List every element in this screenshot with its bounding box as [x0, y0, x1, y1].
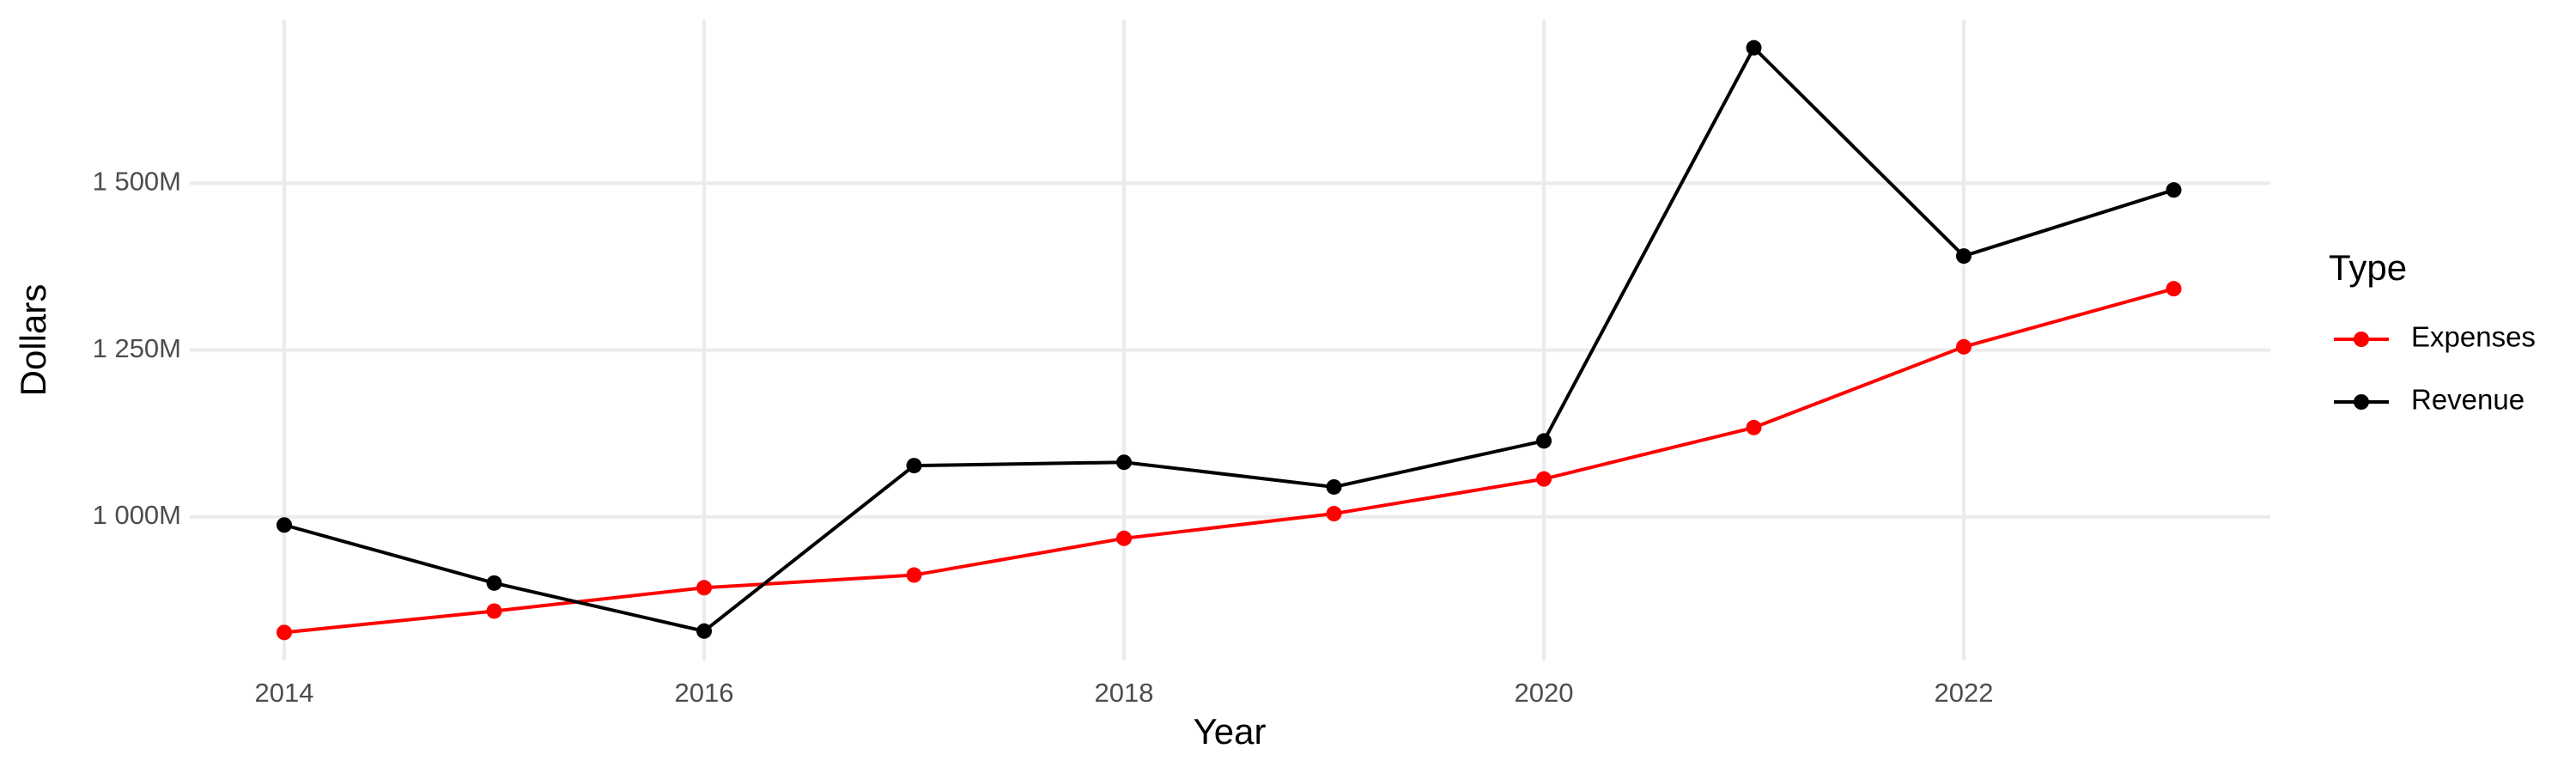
data-point — [276, 624, 293, 641]
data-point — [1746, 419, 1762, 435]
data-point — [1536, 471, 1552, 487]
x-axis-title: Year — [1194, 711, 1267, 752]
data-point — [486, 575, 502, 591]
data-point — [1536, 433, 1552, 449]
x-tick-label: 2020 — [1515, 678, 1574, 708]
legend-label: Expenses — [2411, 321, 2536, 353]
data-point — [2166, 281, 2182, 297]
data-point — [906, 458, 922, 474]
series-line — [283, 287, 2175, 635]
legend-key-point — [2354, 394, 2369, 410]
x-tick-label: 2014 — [255, 678, 314, 708]
legend-key-point — [2354, 332, 2369, 347]
data-point — [2166, 182, 2182, 198]
data-point — [276, 517, 293, 533]
data-point — [906, 567, 922, 583]
data-point — [1956, 248, 1972, 265]
data-point — [696, 580, 713, 596]
data-point — [1116, 530, 1133, 546]
y-tick-label: 1 500M — [93, 167, 181, 197]
legend-label: Revenue — [2411, 384, 2524, 416]
legend-title: Type — [2329, 247, 2407, 288]
data-point — [696, 623, 713, 639]
data-point — [1116, 454, 1133, 471]
y-tick-label: 1 250M — [93, 333, 181, 363]
y-axis-title: Dollars — [13, 284, 53, 397]
data-point — [1326, 478, 1342, 495]
series-line — [283, 45, 2175, 633]
x-tick-label: 2018 — [1095, 678, 1154, 708]
data-point — [1746, 40, 1762, 56]
data-point — [486, 603, 502, 619]
y-tick-label: 1 000M — [93, 500, 181, 530]
data-point — [1326, 506, 1342, 522]
x-tick-label: 2016 — [675, 678, 734, 708]
x-tick-label: 2022 — [1935, 678, 1994, 708]
data-point — [1956, 338, 1972, 355]
